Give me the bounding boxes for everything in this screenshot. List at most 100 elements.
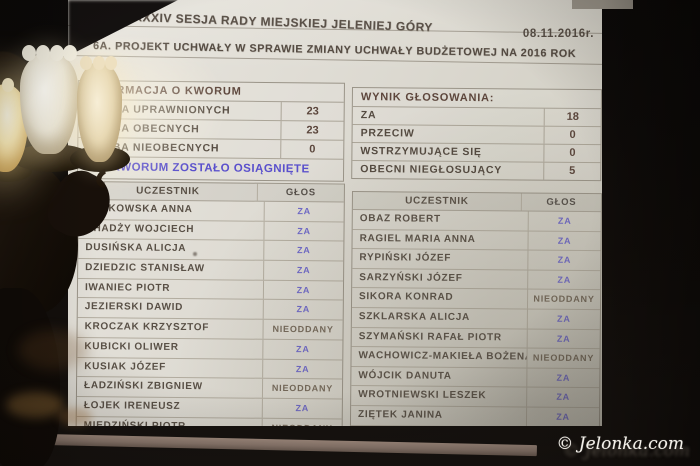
participant-row: ŁOJEK IRENEUSZ ZA — [76, 396, 342, 420]
participant-name: WROTNIEWSKI LESZEK — [358, 389, 487, 402]
lamp-shade — [0, 78, 28, 172]
column-header-uczestnik: UCZESTNIK — [405, 195, 469, 208]
screen-mount — [572, 0, 633, 9]
projection-screen: XXXIV SESJA RADY MIEJSKIEJ JELENIEJ GÓRY… — [68, 0, 602, 426]
participant-row: SZYMAŃSKI RAFAŁ PIOTR ZA — [351, 327, 600, 350]
quorum-panel: INFORMACJA O KWORUM LICZBA UPRAWNIONYCH … — [76, 80, 345, 182]
participant-vote: ZA — [527, 270, 601, 290]
participant-row: RYPIŃSKI JÓZEF ZA — [352, 249, 601, 271]
result-row-label: ZA — [360, 109, 377, 122]
watermark: © Jelonka.com — [556, 434, 684, 454]
participant-vote: ZA — [262, 339, 343, 360]
participant-name: KUBICKI OLIWER — [84, 340, 179, 353]
participant-row: KUSIAK JÓZEF ZA — [77, 357, 343, 380]
participant-row: ŁADZIŃSKI ZBIGNIEW NIEODDANY — [76, 377, 343, 400]
participant-name: KROCZAK KRZYSZTOF — [84, 321, 210, 334]
chandelier-ornament — [0, 42, 43, 110]
participant-name: RYPIŃSKI JÓZEF — [359, 252, 452, 265]
participant-vote: ZA — [525, 407, 600, 426]
participant-name: ŁOJEK IRENEUSZ — [83, 399, 181, 412]
participant-vote: NIEODDANY — [262, 319, 343, 340]
participants-table-left: UCZESTNIK GŁOS BAŁKOWSKA ANNA ZA CHADŻY … — [75, 181, 345, 426]
participant-vote: ZA — [261, 398, 342, 419]
lamp-holder — [0, 160, 32, 182]
participant-name: DUSIŃSKA ALICJA — [85, 242, 187, 255]
participant-row: IWANIEC PIOTR ZA — [77, 278, 344, 301]
session-title: XXXIV SESJA RADY MIEJSKIEJ JELENIEJ GÓRY — [133, 10, 434, 35]
participant-row: BAŁKOWSKA ANNA ZA — [78, 200, 344, 223]
participant-row: KROCZAK KRZYSZTOF NIEODDANY — [77, 318, 343, 341]
participant-name: SZKLARSKA ALICJA — [358, 311, 470, 324]
chandelier-reflection — [6, 392, 64, 418]
participant-name: SIKORA KONRAD — [359, 291, 454, 304]
participant-vote: ZA — [262, 359, 343, 379]
participant-vote: ZA — [262, 280, 344, 300]
quorum-row: LICZBA NIEOBECNYCH 0 — [78, 138, 344, 159]
participant-name: ŁADZIŃSKI ZBIGNIEW — [83, 380, 203, 393]
participant-row: DUSIŃSKA ALICJA ZA — [78, 239, 344, 262]
chandelier-arm — [0, 162, 78, 314]
participant-vote: ZA — [526, 309, 600, 329]
participant-vote: NIEODDANY — [261, 418, 342, 426]
quorum-row-label: LICZBA OBECNYCH — [86, 122, 200, 136]
participant-row: OBAZ ROBERT ZA — [352, 210, 601, 232]
participant-vote: ZA — [526, 387, 600, 408]
participant-name: MIEDZIŃSKI PIOTR — [83, 419, 187, 426]
participant-name: WÓJCIK DANUTA — [358, 369, 452, 382]
participant-vote: ZA — [526, 368, 600, 388]
participant-vote: ZA — [527, 211, 601, 231]
result-row: PRZECIW 0 — [352, 125, 601, 146]
participant-name: ZIĘTEK JANINA — [358, 408, 443, 421]
participant-vote: ZA — [527, 231, 601, 251]
result-row-value: 5 — [543, 162, 601, 181]
participant-name: CHADŻY WOJCIECH — [85, 222, 195, 235]
participant-row: WACHOWICZ-MAKIEŁA BOŻENA NIEODDANY — [351, 347, 600, 369]
result-row-value: 0 — [543, 144, 601, 163]
column-header-glos: GŁOS — [256, 183, 344, 202]
quorum-row-value: 23 — [280, 121, 344, 140]
participant-vote: ZA — [526, 329, 600, 349]
participant-row: WROTNIEWSKI LESZEK ZA — [351, 386, 600, 409]
participant-vote: ZA — [263, 221, 344, 241]
participant-row: SZKLARSKA ALICJA ZA — [351, 307, 600, 330]
result-row-value: 0 — [543, 126, 601, 145]
participant-row: JEZIERSKI DAWID ZA — [77, 298, 343, 321]
participant-vote: ZA — [263, 260, 344, 281]
participant-name: JEZIERSKI DAWID — [84, 301, 184, 314]
quorum-row-label: LICZBA NIEOBECNYCH — [86, 141, 220, 155]
participants-table-right: UCZESTNIK GŁOS OBAZ ROBERT ZA RAGIEL MAR… — [349, 191, 602, 426]
participant-row: KUBICKI OLIWER ZA — [77, 337, 343, 361]
result-row-label: PRZECIW — [360, 127, 415, 140]
participant-row: DZIEDZIC STANISŁAW ZA — [78, 259, 344, 282]
participant-name: SARZYŃSKI JÓZEF — [359, 271, 463, 284]
participant-row: CHADŻY WOJCIECH ZA — [78, 219, 344, 242]
participant-vote: ZA — [263, 201, 344, 222]
quorum-row-value: 23 — [280, 102, 344, 121]
participant-name: RAGIEL MARIA ANNA — [359, 232, 476, 245]
session-date: 08.11.2016r. — [522, 28, 594, 40]
result-row: WSTRZYMUJĄCE SIĘ 0 — [352, 143, 601, 164]
participant-vote: ZA — [263, 241, 344, 261]
participant-name: BAŁKOWSKA ANNA — [85, 203, 193, 216]
participant-name: IWANIEC PIOTR — [84, 281, 171, 294]
result-row-value: 18 — [543, 108, 601, 127]
participant-row: RAGIEL MARIA ANNA ZA — [352, 229, 601, 252]
screen-bottom-rail — [44, 434, 537, 457]
table-header-row: UCZESTNIK GŁOS — [352, 192, 601, 213]
result-row-label: WSTRZYMUJĄCE SIĘ — [360, 145, 482, 159]
participant-row: WÓJCIK DANUTA ZA — [351, 366, 600, 389]
quorum-row-label: LICZBA UPRAWNIONYCH — [86, 103, 231, 117]
participant-name: KUSIAK JÓZEF — [84, 360, 167, 373]
participant-vote: ZA — [527, 250, 601, 270]
participant-name: SZYMAŃSKI RAFAŁ PIOTR — [358, 330, 502, 343]
voting-results-panel: WYNIK GŁOSOWANIA: ZA 18 PRZECIW 0 WSTRZY… — [351, 87, 602, 182]
result-row: OBECNI NIEGŁOSUJĄCY 5 — [352, 161, 601, 181]
column-header-uczestnik: UCZESTNIK — [136, 185, 200, 198]
participant-row: ZIĘTEK JANINA ZA — [350, 405, 600, 426]
quorum-row-value: 0 — [280, 140, 344, 159]
column-header-glos: GŁOS — [520, 193, 601, 212]
participant-vote: NIEODDANY — [261, 378, 343, 399]
result-row-label: OBECNI NIEGŁOSUJĄCY — [360, 163, 503, 177]
screen-speck — [193, 252, 197, 256]
